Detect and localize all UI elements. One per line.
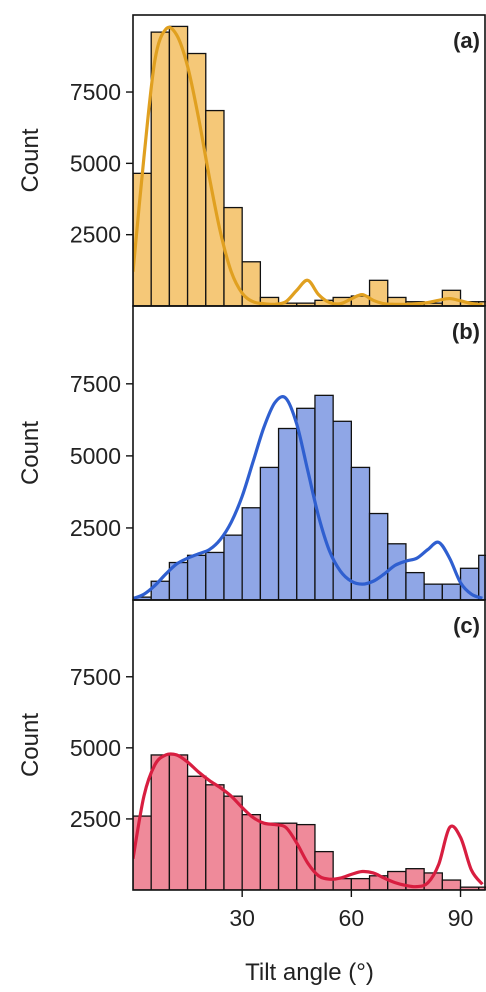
y-tick-label: 5000 [70, 735, 121, 761]
histogram-bar [205, 551, 225, 600]
histogram-bar [186, 554, 207, 600]
histogram-bar [423, 583, 443, 600]
x-axis-label: Tilt angle (°) [245, 959, 374, 986]
histogram-bar [368, 512, 389, 600]
y-axis-label: Count [17, 421, 44, 485]
histogram-bar [168, 754, 189, 890]
y-tick-label: 7500 [70, 664, 121, 690]
histogram-bar [241, 507, 262, 600]
histogram-bar [478, 554, 486, 600]
histogram-bar [314, 850, 334, 890]
y-axis-label: Count [17, 128, 44, 192]
histogram-bar [277, 427, 298, 600]
histogram-bar [168, 25, 189, 306]
histogram-bar [387, 543, 407, 600]
histogram-bar [223, 795, 243, 890]
panel-frame [132, 599, 486, 891]
y-tick-label: 7500 [70, 79, 121, 105]
histogram-bar [241, 261, 262, 306]
histogram-bar [223, 534, 243, 600]
panel-label: (c) [453, 613, 480, 638]
y-tick-label: 7500 [70, 371, 121, 397]
panel-label: (a) [453, 28, 480, 53]
y-tick-label: 2500 [70, 222, 121, 248]
histogram-bar [350, 877, 371, 890]
y-axis-label: Count [17, 713, 44, 777]
histogram-bar [441, 879, 462, 890]
kde-line [133, 752, 484, 889]
plot-area [133, 752, 486, 890]
plot-area [133, 25, 486, 306]
histogram-bar [223, 206, 243, 306]
x-tick-label: 30 [229, 905, 255, 931]
histogram-bar [314, 394, 334, 600]
y-tick-label: 2500 [70, 515, 121, 541]
histogram-bar [133, 815, 152, 890]
histogram-bar [150, 580, 171, 600]
kde-line [133, 395, 483, 600]
panel-label: (b) [452, 319, 480, 344]
histogram-bar [405, 571, 425, 600]
histogram-bar [350, 466, 371, 600]
y-tick-label: 2500 [70, 806, 121, 832]
histogram-bar [205, 784, 225, 890]
histogram-bar [150, 754, 171, 890]
histogram-bar [241, 814, 262, 890]
panel-a: (a) 2500 5000 7500 Count [17, 14, 486, 307]
panel-b: (b) 2500 5000 7500 Count [17, 305, 486, 601]
plot-area [133, 394, 486, 600]
histogram-bar [277, 822, 298, 890]
histogram-bar [186, 775, 207, 890]
histogram-bar [478, 886, 486, 890]
x-tick-label: 60 [339, 905, 365, 931]
y-tick-label: 5000 [70, 150, 121, 176]
histogram-bar [441, 583, 462, 600]
x-tick-label: 90 [448, 905, 474, 931]
histogram-bar [259, 466, 280, 600]
kde-line [133, 25, 483, 306]
histogram-bar [259, 822, 280, 890]
y-tick-label: 5000 [70, 443, 121, 469]
histogram-bar [186, 52, 207, 306]
panel-c: (c) 2500 5000 7500 Count 30 60 90 Tilt angle (°) [17, 599, 486, 986]
